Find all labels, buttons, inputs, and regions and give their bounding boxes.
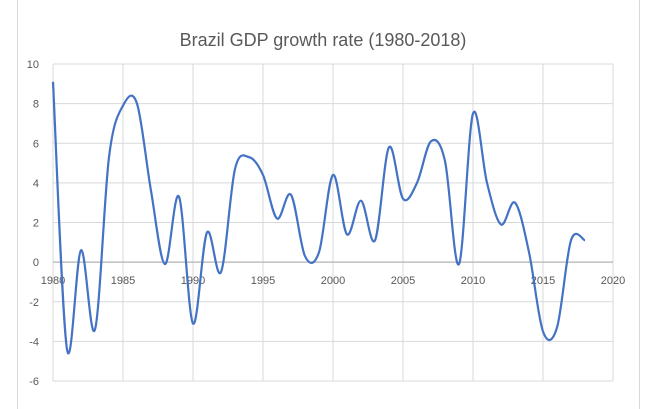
x-tick-label: 2010	[461, 275, 485, 287]
gdp-growth-series-line	[51, 81, 586, 355]
chart-title: Brazil GDP growth rate (1980-2018)	[179, 30, 467, 50]
y-tick-label: 10	[27, 59, 39, 71]
x-tick-label: 2000	[321, 275, 345, 287]
y-tick-label: -2	[29, 297, 39, 309]
chart-area	[17, 0, 640, 409]
y-tick-label: -4	[29, 336, 39, 348]
x-tick-label: 2005	[391, 275, 415, 287]
x-tick-label: 2020	[601, 275, 625, 287]
y-tick-label: 0	[33, 257, 39, 269]
y-tick-label: 8	[33, 99, 39, 111]
y-tick-label: -6	[29, 376, 39, 388]
y-tick-label: 2	[33, 218, 39, 230]
x-tick-label: 2015	[531, 275, 555, 287]
y-tick-label: 6	[33, 138, 39, 150]
y-tick-label: 4	[33, 178, 39, 190]
x-tick-label: 1985	[111, 275, 135, 287]
x-tick-label: 1980	[41, 275, 65, 287]
x-tick-label: 1995	[251, 275, 275, 287]
